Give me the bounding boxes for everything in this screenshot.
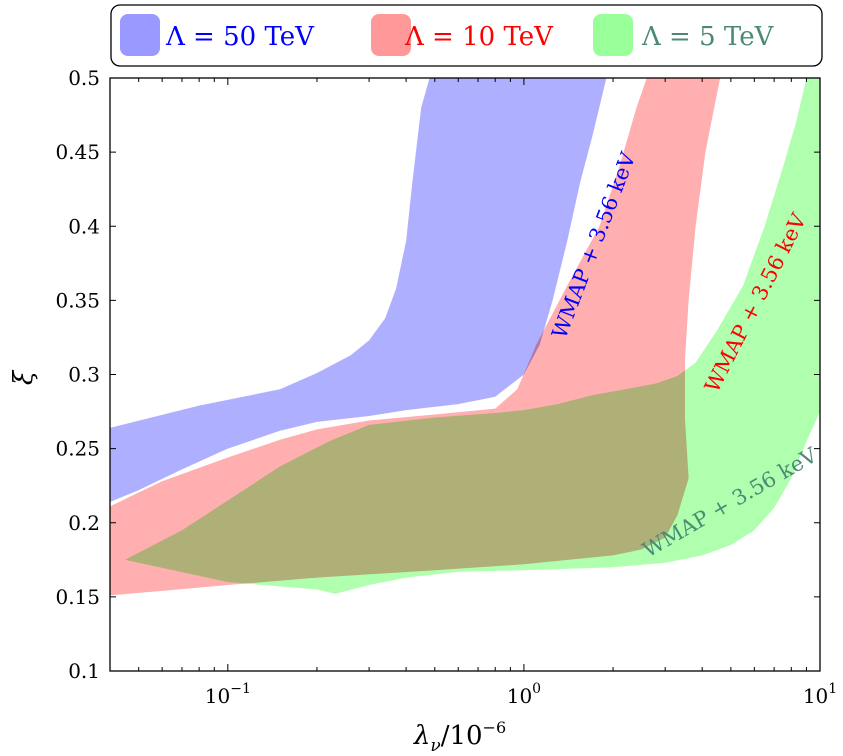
legend-box	[110, 4, 823, 67]
y-tick-label: 0.25	[55, 437, 100, 461]
y-axis-title: ξ	[9, 369, 39, 385]
y-tick-label: 0.15	[55, 585, 100, 609]
legend-label-1: Λ = 10 TeV	[404, 22, 554, 52]
x-axis-ticks: 10−1 100 101	[109, 78, 837, 708]
y-tick-label: 0.2	[68, 511, 100, 535]
legend: Λ = 50 TeV Λ = 10 TeV Λ = 5 TeV	[110, 4, 823, 67]
series-area-0	[110, 78, 607, 502]
y-tick-label: 0.45	[55, 140, 100, 164]
legend-label-0: Λ = 50 TeV	[165, 22, 315, 52]
legend-label-2: Λ = 5 TeV	[641, 22, 775, 52]
y-tick-label: 0.4	[68, 214, 100, 238]
series-area-2	[125, 78, 821, 594]
series-areas	[110, 78, 821, 596]
y-tick-label: 0.1	[68, 659, 100, 683]
legend-swatch-0	[120, 14, 160, 56]
legend-swatch-1	[371, 14, 411, 56]
x-axis-title: λν/10−6	[413, 718, 506, 756]
y-tick-label: 0.5	[68, 66, 100, 90]
legend-swatch-2	[593, 14, 633, 56]
x-axis-title-sup: −6	[483, 718, 507, 737]
y-tick-label: 0.35	[55, 288, 100, 312]
y-axis-ticks: 0.1 0.15 0.2 0.25 0.3 0.35 0.4 0.45 0.5	[55, 66, 820, 683]
x-axis-title-sub: ν	[430, 736, 440, 756]
x-axis-title-mid: /10	[441, 721, 483, 751]
x-tick-label: 10−1	[205, 681, 251, 708]
y-tick-label: 0.3	[68, 363, 100, 387]
x-tick-label: 100	[507, 681, 541, 708]
x-axis-title-base: λ	[413, 721, 430, 751]
x-tick-label: 101	[803, 681, 837, 708]
